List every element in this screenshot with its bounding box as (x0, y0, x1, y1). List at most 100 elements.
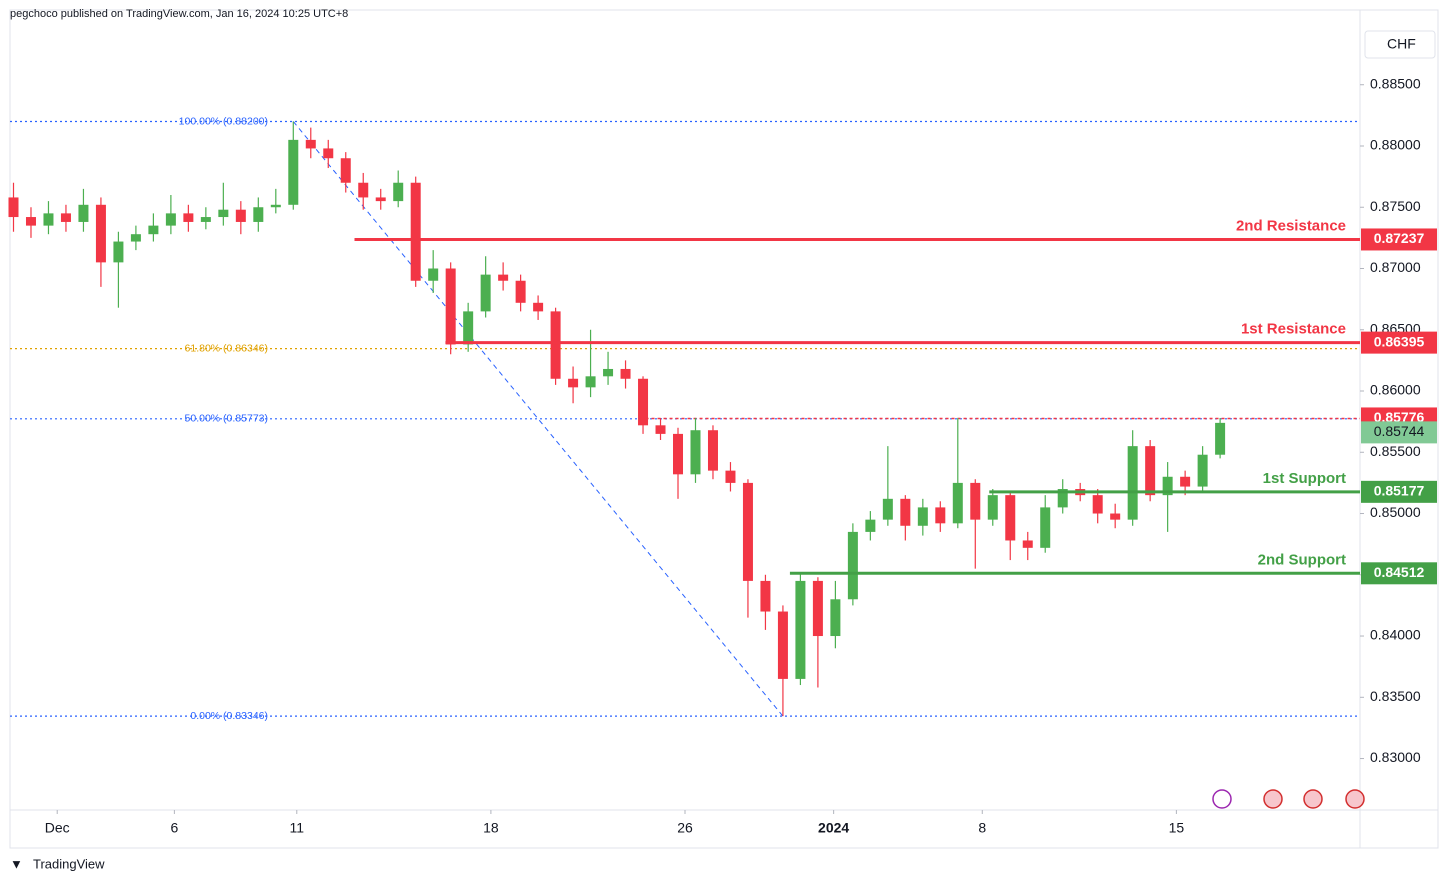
candle-body (498, 274, 509, 281)
level-name: 1st Resistance (1241, 321, 1346, 338)
candle-body (78, 204, 89, 222)
logo: ▼ (10, 856, 23, 871)
candle-body (655, 425, 666, 434)
y-tick-label: 0.85500 (1370, 443, 1421, 459)
fib-label: 61.80% (0.86346) (185, 342, 268, 354)
candle-body (393, 182, 404, 202)
candle-body (935, 507, 946, 524)
candle-body (812, 580, 823, 637)
y-tick-label: 0.87000 (1370, 259, 1421, 275)
y-tick-label: 0.83000 (1370, 749, 1421, 765)
candle-body (165, 213, 176, 226)
candle-body (970, 482, 981, 520)
candle-body (882, 498, 893, 520)
y-tick-label: 0.87500 (1370, 198, 1421, 214)
candle-body (95, 204, 106, 263)
candle-body (847, 531, 858, 600)
candle-body (673, 433, 684, 475)
y-tick-label: 0.84000 (1370, 627, 1421, 643)
candle-body (463, 311, 474, 345)
level-name: 2nd Resistance (1236, 217, 1346, 234)
icon[interactable] (1303, 789, 1323, 809)
candle-body (952, 482, 963, 524)
x-tick-label: 18 (483, 820, 499, 836)
price-tag-label: 0.84512 (1374, 564, 1425, 580)
candle-body (550, 311, 561, 379)
candle-body (1162, 476, 1173, 496)
candle-body (620, 368, 631, 379)
candle-body (1092, 495, 1103, 514)
price-tag-label: 0.85177 (1374, 483, 1425, 499)
candle-body (288, 139, 299, 205)
icon[interactable] (1345, 789, 1365, 809)
price-tag (1361, 331, 1437, 354)
candle-body (725, 470, 736, 483)
y-tick-label: 0.86000 (1370, 382, 1421, 398)
candle-body (1040, 507, 1051, 548)
candle-body (777, 611, 788, 679)
candle-body (1215, 422, 1226, 455)
price-tag-label: 0.86395 (1374, 333, 1425, 349)
y-tick-label: 0.83500 (1370, 688, 1421, 704)
candle-body (25, 217, 36, 226)
candle-body (707, 430, 718, 471)
candle-body (200, 217, 211, 222)
x-tick-label: 11 (290, 820, 305, 836)
candle-body (1022, 540, 1033, 548)
candle-body (323, 148, 334, 159)
x-tick-label: 2024 (818, 820, 849, 836)
candle-body (987, 495, 998, 520)
fib-label: 100.00% (0.88200) (179, 115, 268, 127)
y-tick-label: 0.88000 (1370, 137, 1421, 153)
candle-body (585, 376, 596, 388)
candle-body (375, 197, 386, 202)
candle-body (742, 482, 753, 581)
x-tick-label: 15 (1169, 820, 1185, 836)
candle-body (1110, 513, 1121, 520)
candle-body (638, 378, 649, 426)
candle-body (218, 209, 229, 218)
price-tag (1361, 228, 1437, 251)
y-tick-label: 0.85000 (1370, 504, 1421, 520)
candle-body (865, 519, 876, 532)
candle-body (340, 158, 351, 183)
candle-body (235, 209, 246, 222)
candle-body (480, 274, 491, 312)
candle-body (1005, 495, 1016, 541)
last-price-tag (1361, 421, 1437, 444)
last-price-label: 0.85744 (1374, 423, 1425, 439)
currency-box[interactable] (1364, 30, 1436, 59)
candle-body (183, 213, 194, 222)
candle-body (515, 280, 526, 303)
header: pegchoco published on TradingView.com, J… (10, 8, 348, 20)
candle-body (410, 182, 421, 281)
candle-body (305, 139, 316, 149)
candle-body (760, 580, 771, 612)
candle-body (533, 302, 544, 312)
chart-frame (9, 9, 1439, 849)
x-tick-label: 6 (170, 820, 178, 836)
price-tag (1361, 480, 1437, 503)
icon[interactable] (1212, 789, 1232, 809)
price-tag (1361, 562, 1437, 585)
icon[interactable] (1263, 789, 1283, 809)
candle-body (1197, 454, 1208, 487)
price-tag-label: 0.87237 (1374, 230, 1425, 246)
event-icons (1212, 789, 1365, 809)
candle-body (690, 430, 701, 475)
candle-body (603, 368, 614, 377)
candle-body (130, 234, 141, 242)
candle-body (1057, 489, 1068, 508)
fib-label: 50.00% (0.85773) (185, 413, 268, 425)
candle-body (830, 599, 841, 637)
fib-trend (292, 121, 784, 717)
candle-body (900, 498, 911, 526)
price-tag-label: 0.85776 (1374, 409, 1425, 425)
candle-body (8, 197, 19, 218)
fib-label: 0.00% (0.83346) (190, 710, 268, 722)
footer: TradingView (33, 856, 105, 871)
currency[interactable]: CHF (1387, 36, 1416, 52)
candle-body (795, 580, 806, 679)
